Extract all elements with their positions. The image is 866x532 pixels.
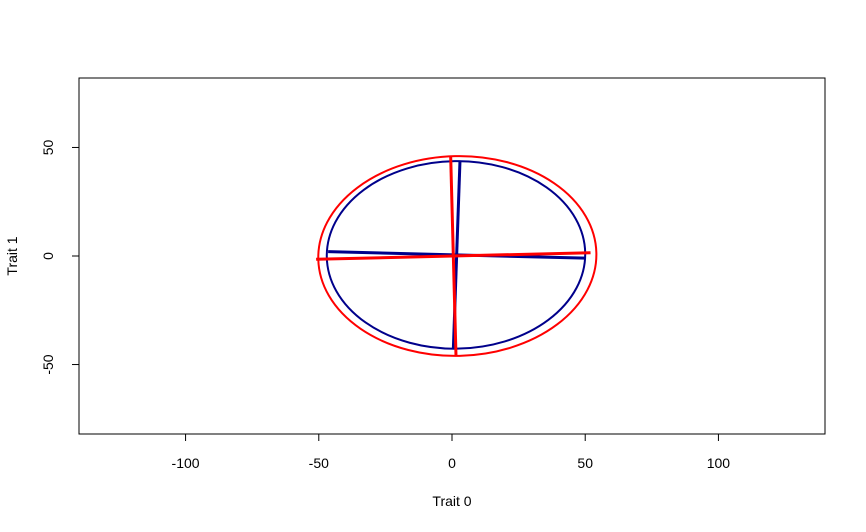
x-tick-label: -100 (172, 455, 200, 471)
x-tick-label: 50 (577, 455, 593, 471)
x-tick-label: 100 (707, 455, 731, 471)
y-axis-label: Trait 1 (4, 236, 20, 275)
axes-layer: -100 -50 0 50 100 -50 0 50 (40, 139, 730, 471)
plot-layer (316, 155, 598, 357)
x-tick-label: -50 (309, 455, 329, 471)
x-axis-label: Trait 0 (432, 493, 471, 509)
y-tick-label: 50 (40, 139, 56, 155)
y-tick-label: -50 (40, 354, 56, 374)
y-tick-label: 0 (40, 252, 56, 260)
series-2-axis-line-2 (449, 156, 458, 356)
x-tick-label: 0 (448, 455, 456, 471)
